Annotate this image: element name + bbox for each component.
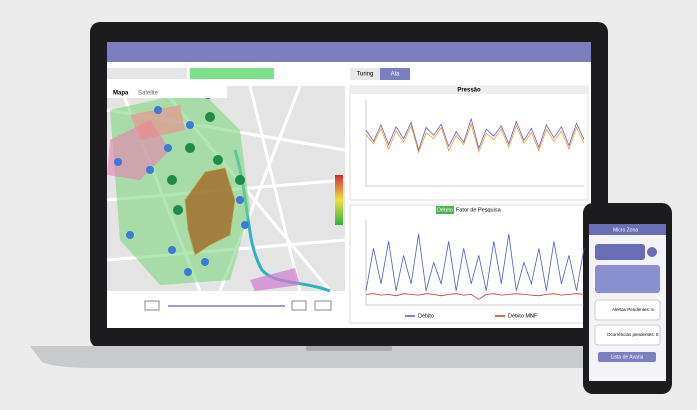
district xyxy=(184,167,236,256)
series-line xyxy=(365,234,585,291)
zone xyxy=(250,268,300,291)
map-tab[interactable]: Mapa xyxy=(113,91,129,97)
pressure-panel xyxy=(349,85,589,201)
status-bar xyxy=(190,68,274,79)
button[interactable] xyxy=(314,300,332,311)
chart-tab[interactable]: Débito xyxy=(437,207,453,213)
map-tab[interactable]: Satélite xyxy=(138,91,159,97)
phone-card xyxy=(595,265,660,293)
button[interactable] xyxy=(144,300,160,311)
toggle-label[interactable]: Turing xyxy=(357,72,374,78)
laptop-notch xyxy=(306,346,392,351)
series-line xyxy=(365,117,585,152)
flow-panel xyxy=(349,204,589,324)
series-line xyxy=(365,122,585,154)
toggle[interactable] xyxy=(350,68,380,80)
map: Mapa Satélite xyxy=(106,85,346,293)
phone-item[interactable] xyxy=(594,299,661,321)
phone-button-label[interactable]: Lista de Avaria xyxy=(611,354,644,360)
map-tabs xyxy=(107,86,227,98)
chart-title: Pressão xyxy=(457,88,481,94)
phone-header xyxy=(589,224,666,235)
toggle-label[interactable]: Ala xyxy=(391,72,400,78)
search-bar xyxy=(107,68,187,79)
header-bar xyxy=(107,42,591,62)
phone-card xyxy=(595,244,645,260)
laptop-base xyxy=(30,346,667,368)
tab[interactable] xyxy=(436,206,454,214)
zone xyxy=(130,105,185,140)
phone-title: Micro Zona xyxy=(613,227,638,233)
series-line xyxy=(365,293,585,300)
legend-label: Débito MNF xyxy=(508,313,538,319)
phone-icon xyxy=(647,247,657,257)
toggle[interactable] xyxy=(380,68,410,80)
chart-tab[interactable]: Fator de Pesquisa xyxy=(456,207,502,213)
stations xyxy=(167,112,245,215)
panel-header xyxy=(350,86,588,94)
phone-item-label[interactable]: Alertas Pendentes: 5 xyxy=(612,307,654,312)
color-scale xyxy=(335,175,343,225)
phone-item[interactable] xyxy=(594,324,661,346)
legend-label: Débito xyxy=(418,313,434,319)
phone-button[interactable] xyxy=(598,352,656,362)
phone-item-label[interactable]: Ocorrências pendentes: 8 xyxy=(607,332,659,337)
button[interactable] xyxy=(291,300,307,311)
